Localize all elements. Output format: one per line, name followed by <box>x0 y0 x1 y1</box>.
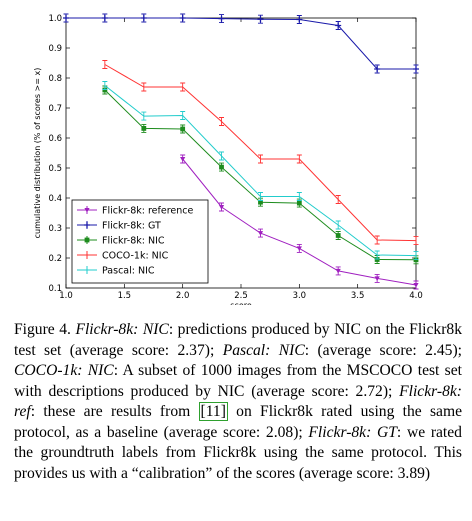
caption-flickr-ref-text-a: : these are results from <box>30 403 199 420</box>
error-bar <box>141 111 147 121</box>
data-point <box>102 87 108 93</box>
caption-flickr-ref-text-b: on Flickr8k rated using the same protoco… <box>14 403 462 441</box>
series-pascal-nic <box>102 81 419 261</box>
x-tick-label: 3.0 <box>293 291 307 301</box>
caption-coco-label: COCO-1k: NIC <box>14 362 114 379</box>
x-tick-label: 3.5 <box>351 291 365 301</box>
data-point <box>180 126 186 132</box>
error-bar <box>296 192 302 201</box>
figure-caption: Figure 4. Flickr-8k: NIC: predictions pr… <box>14 320 462 484</box>
data-point <box>374 66 381 72</box>
x-tick-label: 1.0 <box>59 291 73 301</box>
data-point <box>374 257 380 262</box>
data-point <box>257 16 264 23</box>
data-point <box>257 231 264 236</box>
data-point <box>218 205 225 210</box>
error-bar <box>219 151 225 161</box>
error-bar <box>102 81 108 90</box>
x-tick-label: 4.0 <box>409 291 423 301</box>
data-point <box>374 276 380 281</box>
data-point <box>63 15 69 21</box>
error-bar <box>141 82 147 92</box>
data-point <box>335 22 342 29</box>
y-tick-label: 0.8 <box>48 74 62 84</box>
legend-item: COCO-1k: NIC <box>77 251 169 262</box>
error-bar <box>296 154 302 164</box>
y-tick-label: 0.1 <box>48 284 62 294</box>
legend-item: Pascal: NIC <box>77 266 155 277</box>
data-point <box>335 233 341 238</box>
error-bar <box>102 60 108 69</box>
legend-label: Flickr-8k: reference <box>102 206 193 217</box>
data-point <box>413 66 419 72</box>
legend-label: Pascal: NIC <box>102 266 155 277</box>
legend-marker <box>84 222 90 228</box>
data-point <box>140 15 147 21</box>
caption-coco-text: : A subset of 1000 images from the MSCOC… <box>14 362 463 400</box>
caption-flickr-gt-text: : we rated the groundtruth labels from F… <box>14 423 462 482</box>
y-tick-label: 1.0 <box>48 14 62 24</box>
error-bar <box>335 195 341 204</box>
legend-marker <box>84 208 90 213</box>
error-bar <box>257 154 263 164</box>
data-point <box>296 16 303 23</box>
cumulative-distribution-chart: 1.0 1.5 2.0 2.5 3.0 3.5 4.0 0.1 0.2 0.3 0.4 0.5 0.6 0… <box>33 13 423 305</box>
legend-label: Flickr-8k: NIC <box>102 236 165 247</box>
y-axis-label: cumulative distribution (% of scores >= … <box>33 68 42 239</box>
data-point <box>141 126 147 131</box>
legend-item: Flickr-8k: NIC <box>77 236 165 247</box>
legend-marker <box>84 237 90 243</box>
data-point <box>258 199 263 205</box>
y-tick-label: 0.7 <box>48 104 62 114</box>
y-tick-label: 0.4 <box>48 194 62 204</box>
error-bar <box>374 250 380 260</box>
error-bar <box>219 117 225 126</box>
caption-flickr-ref-label: Flickr-8k: ref <box>14 382 462 421</box>
y-tick-label: 0.9 <box>48 44 62 54</box>
error-bar <box>413 251 419 261</box>
caption-pascal-label: Pascal: NIC <box>222 341 305 359</box>
caption-figure-label: Figure 4. <box>14 321 71 338</box>
data-point <box>335 268 341 274</box>
caption-flickr-gt-label: Flickr-8k: GT <box>308 423 397 441</box>
plot-area: 1.0 1.5 2.0 2.5 3.0 3.5 4.0 0.1 0.2 0.3 0.4 0.5 0.6 0… <box>33 13 423 305</box>
legend-label: COCO-1k: NIC <box>102 251 169 262</box>
citation-link[interactable]: [11] <box>198 402 228 421</box>
error-bar <box>257 192 263 201</box>
caption-pascal-text: : (average score: 2.45); <box>304 341 462 359</box>
error-bar <box>335 220 341 230</box>
y-tick-label: 0.3 <box>48 224 62 234</box>
caption-flickr-nic-label: Flickr-8k: NIC <box>75 321 169 338</box>
legend-box <box>71 199 209 284</box>
legend-item: Flickr-8k: GT <box>77 221 161 232</box>
data-point <box>296 246 302 251</box>
legend-label: Flickr-8k: GT <box>102 221 161 232</box>
series-flickr-8k-reference <box>180 154 419 290</box>
caption-flickr-nic-text: : predictions produced by NIC on the Fli… <box>14 321 462 359</box>
legend: Flickr-8k: reference Flickr-8k: GT Flickr-… <box>71 199 209 284</box>
data-point <box>413 283 419 288</box>
error-bar <box>180 111 186 120</box>
x-tick-label: 2.0 <box>176 291 190 301</box>
error-bar <box>180 82 186 92</box>
data-point <box>101 15 108 21</box>
x-tick-label: 2.5 <box>234 291 248 301</box>
y-tick-label: 0.5 <box>48 164 62 174</box>
y-tick-label: 0.2 <box>48 254 62 264</box>
x-axis-label: score <box>230 301 252 305</box>
error-bar <box>413 236 419 246</box>
data-point <box>179 15 186 21</box>
error-bar <box>374 235 380 245</box>
y-tick-label: 0.6 <box>48 134 62 144</box>
series-line <box>66 17 416 70</box>
data-point <box>180 157 186 162</box>
legend-item: Flickr-8k: reference <box>77 206 193 217</box>
x-tick-label: 1.5 <box>118 291 132 301</box>
series-flickr-8k-gt <box>63 13 419 74</box>
data-point <box>219 164 224 170</box>
series-line <box>182 158 417 286</box>
series-coco-1k-nic <box>102 60 419 246</box>
data-point <box>296 200 302 206</box>
data-point <box>218 15 225 22</box>
